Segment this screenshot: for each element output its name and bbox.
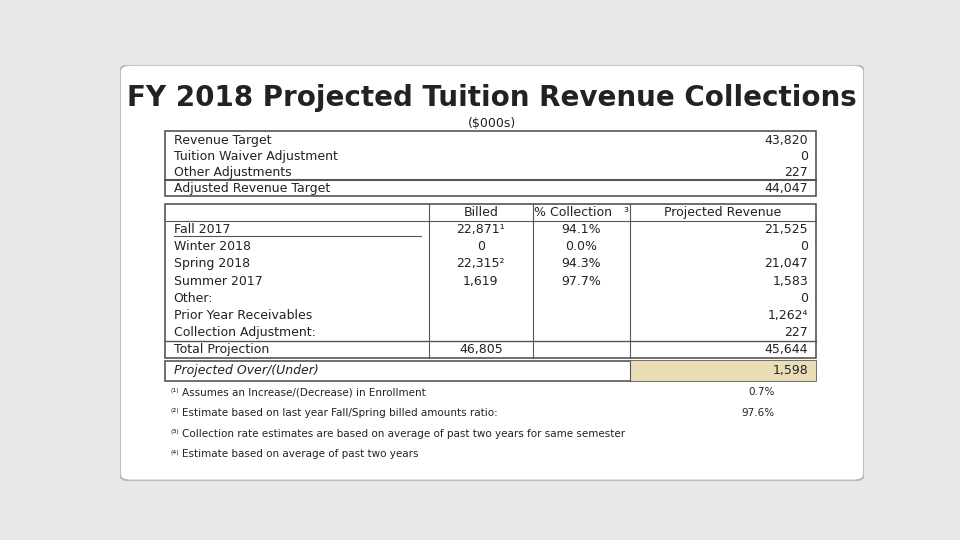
Text: Winter 2018: Winter 2018 [174,240,251,253]
Text: 94.3%: 94.3% [562,258,601,271]
Text: 227: 227 [784,166,808,179]
Text: Estimate based on last year Fall/Spring billed amounts ratio:: Estimate based on last year Fall/Spring … [181,408,497,418]
Text: ⁽¹⁾: ⁽¹⁾ [171,387,180,397]
Text: 43,820: 43,820 [764,134,808,147]
Text: 45,644: 45,644 [765,343,808,356]
Text: Estimate based on average of past two years: Estimate based on average of past two ye… [181,449,419,460]
Text: 22,871¹: 22,871¹ [457,223,505,236]
Text: 46,805: 46,805 [459,343,503,356]
Text: ⁽²⁾: ⁽²⁾ [171,408,180,418]
Text: Billed: Billed [464,206,498,219]
Text: Tuition Waiver Adjustment: Tuition Waiver Adjustment [174,150,338,163]
Text: % Collection   ³: % Collection ³ [534,206,629,219]
Bar [630,361,816,381]
Text: Other Adjustments: Other Adjustments [174,166,291,179]
Text: ⁽³⁾: ⁽³⁾ [171,429,180,438]
Text: Other:: Other: [174,292,213,305]
Text: 227: 227 [784,326,808,339]
FancyBboxPatch shape [120,65,864,481]
Text: Projected Revenue: Projected Revenue [664,206,781,219]
Text: Revenue Target: Revenue Target [174,134,271,147]
Text: 0.7%: 0.7% [749,387,775,397]
Bar [165,204,816,358]
Text: 1,262⁴: 1,262⁴ [768,309,808,322]
Text: 97.7%: 97.7% [562,274,601,287]
Text: 94.1%: 94.1% [562,223,601,236]
Text: 1,583: 1,583 [773,274,808,287]
Text: 0.0%: 0.0% [565,240,597,253]
Text: Collection Adjustment:: Collection Adjustment: [174,326,316,339]
Text: Collection rate estimates are based on average of past two years for same semest: Collection rate estimates are based on a… [181,429,625,438]
Text: 21,525: 21,525 [764,223,808,236]
Text: Prior Year Receivables: Prior Year Receivables [174,309,312,322]
Text: Spring 2018: Spring 2018 [174,258,250,271]
Text: ($000s): ($000s) [468,117,516,130]
Text: 21,047: 21,047 [764,258,808,271]
Text: 0: 0 [801,292,808,305]
Text: FY 2018 Projected Tuition Revenue Collections: FY 2018 Projected Tuition Revenue Collec… [127,84,857,112]
Text: 22,315²: 22,315² [457,258,505,271]
Bar [165,131,816,196]
Text: Summer 2017: Summer 2017 [174,274,262,287]
Text: 0: 0 [801,240,808,253]
Text: Adjusted Revenue Target: Adjusted Revenue Target [174,182,330,195]
Text: 1,619: 1,619 [463,274,498,287]
Text: 1,598: 1,598 [773,364,808,377]
Text: Total Projection: Total Projection [174,343,269,356]
Text: 0: 0 [801,150,808,163]
Text: 97.6%: 97.6% [741,408,775,418]
Text: 0: 0 [477,240,485,253]
Text: Assumes an Increase/(Decrease) in Enrollment: Assumes an Increase/(Decrease) in Enroll… [181,387,425,397]
Text: Fall 2017: Fall 2017 [174,223,230,236]
Text: ⁽⁴⁾: ⁽⁴⁾ [171,449,180,460]
Text: Projected Over/(Under): Projected Over/(Under) [174,364,319,377]
Text: 44,047: 44,047 [764,182,808,195]
Bar [165,361,816,381]
